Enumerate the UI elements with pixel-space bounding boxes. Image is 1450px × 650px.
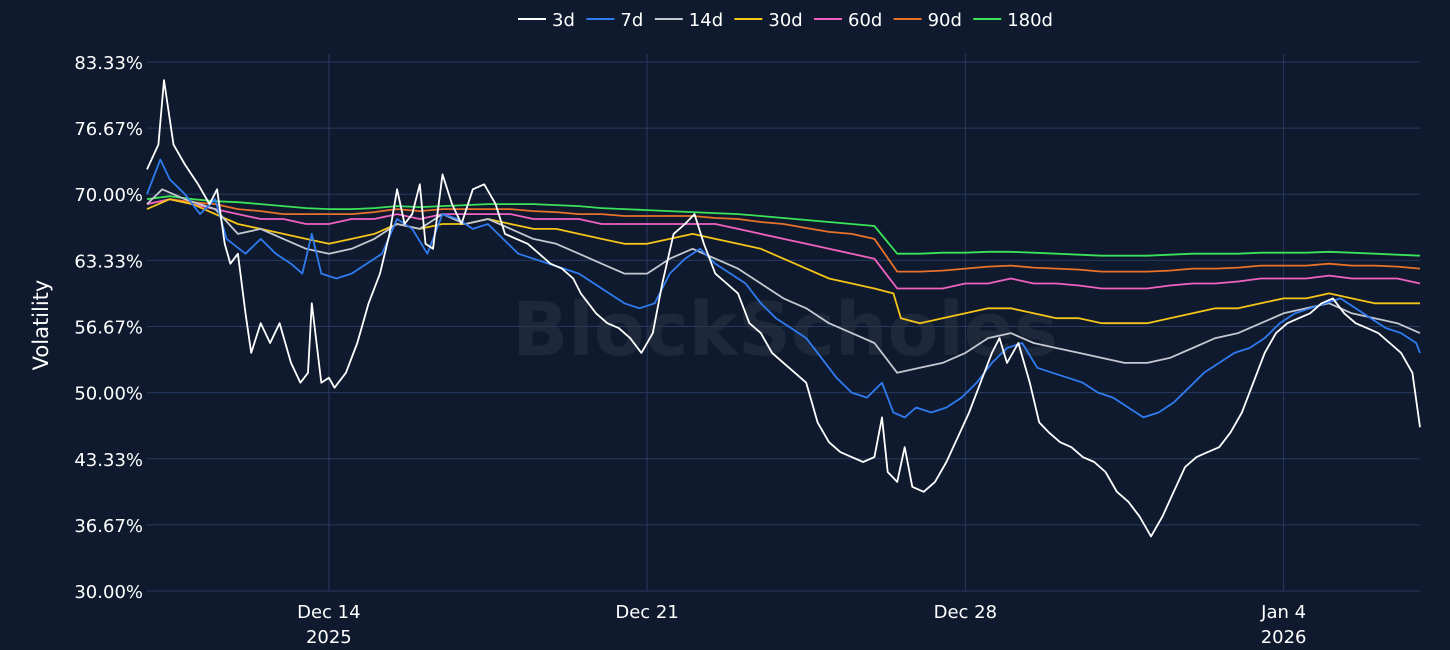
- y-tick-label: 63.33%: [74, 251, 143, 272]
- y-tick-label: 36.67%: [74, 516, 143, 537]
- y-tick-label: 50.00%: [74, 384, 143, 405]
- y-tick-label: 30.00%: [74, 582, 143, 603]
- series-line-90d: [146, 198, 1421, 273]
- legend[interactable]: 3d 7d 14d 30d 60d 90d 180d: [518, 10, 1053, 31]
- series-line-7d: [146, 158, 1421, 419]
- legend-item-3d[interactable]: 3d: [518, 10, 575, 31]
- legend-item-180d[interactable]: 180d: [973, 10, 1053, 31]
- legend-label: 30d: [768, 10, 802, 31]
- y-axis: 30.00% 36.67% 43.33% 50.00% 56.67% 63.33% 70.0…: [74, 53, 143, 603]
- grid-lines: [147, 54, 1420, 592]
- legend-item-7d[interactable]: 7d: [586, 10, 643, 31]
- x-tick-label: Dec 28: [934, 602, 997, 623]
- x-tick-year-label: 2025: [306, 627, 352, 648]
- y-axis-label: Volatility: [29, 280, 53, 371]
- series-line-30d: [146, 198, 1420, 325]
- x-tick-label: Dec 14: [297, 602, 360, 623]
- x-tick-year-label: 2026: [1261, 627, 1307, 648]
- x-axis: Dec 14 2025 Dec 21 Dec 28 Jan 4 2026: [297, 602, 1306, 648]
- series-line-3d: [146, 79, 1421, 538]
- watermark-logo: BlockScholes: [512, 287, 1058, 373]
- y-tick-label: 43.33%: [74, 450, 143, 471]
- series-line-14d: [146, 188, 1421, 374]
- series-line-60d: [146, 198, 1421, 290]
- legend-label: 60d: [848, 10, 882, 31]
- legend-item-60d[interactable]: 60d: [814, 10, 882, 31]
- x-tick-label: Dec 21: [615, 602, 678, 623]
- legend-item-90d[interactable]: 90d: [893, 10, 962, 31]
- legend-item-30d[interactable]: 30d: [734, 10, 803, 31]
- y-tick-label: 76.67%: [74, 119, 143, 140]
- y-tick-label: 70.00%: [74, 185, 143, 206]
- series-lines: [146, 79, 1421, 538]
- y-tick-label: 83.33%: [74, 53, 143, 74]
- legend-label: 90d: [928, 10, 962, 31]
- legend-label: 7d: [620, 10, 643, 31]
- legend-label: 3d: [552, 10, 575, 31]
- y-tick-label: 56.67%: [74, 317, 143, 338]
- legend-label: 14d: [689, 10, 723, 31]
- legend-label: 180d: [1007, 10, 1053, 31]
- series-line-180d: [146, 195, 1421, 257]
- x-tick-label: Jan 4: [1260, 602, 1306, 623]
- legend-item-14d[interactable]: 14d: [654, 10, 723, 31]
